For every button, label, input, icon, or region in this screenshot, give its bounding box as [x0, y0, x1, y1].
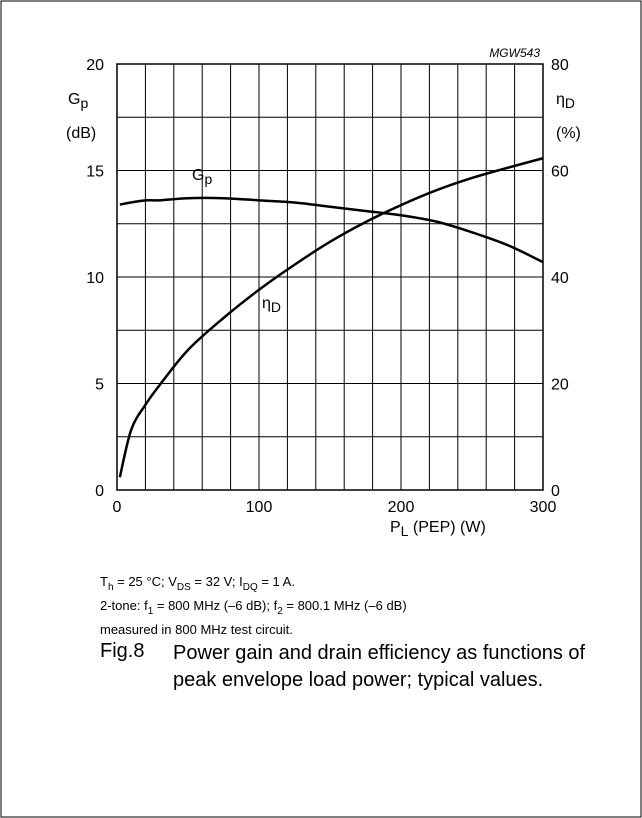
note-sub: h	[108, 582, 114, 593]
y-axis-label: Gp	[68, 91, 88, 111]
x-tick-label: 0	[113, 499, 122, 516]
note-part: T	[100, 574, 108, 589]
note-part: = 32 V; I	[191, 574, 243, 589]
note-part: = 25 °C; V	[114, 574, 178, 589]
y-tick-label: 5	[95, 377, 104, 394]
y-axis-label-sub: p	[80, 95, 88, 111]
x-tick-label: 200	[388, 499, 415, 516]
series-label-part: η	[262, 295, 271, 312]
x-axis-label: PL (PEP) (W)	[390, 519, 486, 539]
x-tick-label: 100	[246, 499, 273, 516]
caption: Power gain and drain efficiency as funct…	[173, 642, 586, 691]
series-label: ηD	[262, 295, 281, 315]
note: 2-tone: f1 = 800 MHz (–6 dB); f2 = 800.1…	[100, 598, 407, 617]
y-axis-label-part: G	[68, 91, 80, 108]
x-axis-label-part: P	[390, 519, 401, 536]
y2-tick-label: 20	[551, 377, 569, 394]
note-part: 2-tone: f	[100, 598, 148, 613]
y2-axis-label: ηD	[556, 91, 575, 111]
y-tick-label: 10	[86, 270, 104, 287]
note-sub: 1	[148, 606, 154, 617]
series-line	[118, 157, 544, 478]
y-tick-label: 20	[86, 57, 104, 74]
note: Th = 25 °C; VDS = 32 V; IDQ = 1 A.	[100, 574, 295, 593]
series-label-sub: p	[204, 171, 212, 187]
x-axis-label-part: (PEP) (W)	[408, 519, 485, 536]
y-axis-unit: (dB)	[66, 125, 96, 142]
note-part: measured in 800 MHz test circuit.	[100, 622, 293, 637]
series-line	[119, 196, 544, 264]
plot-border	[116, 63, 544, 491]
note: measured in 800 MHz test circuit.	[100, 622, 293, 637]
y2-axis-unit: (%)	[556, 125, 581, 142]
series-label: Gp	[192, 167, 212, 187]
y2-axis-label-part: η	[556, 91, 565, 108]
note-sub: DS	[177, 582, 191, 593]
note-part: = 1 A.	[258, 574, 295, 589]
y-tick-label: 15	[86, 164, 104, 181]
y-tick-label: 0	[95, 483, 104, 500]
x-axis-label-sub: L	[401, 523, 409, 539]
series-label-sub: D	[271, 299, 281, 315]
note-part: = 800 MHz (–6 dB); f	[153, 598, 277, 613]
series-label-part: G	[192, 167, 204, 184]
y2-axis-label-sub: D	[565, 95, 575, 111]
figure-number: Fig.8	[100, 640, 145, 662]
note-part: = 800.1 MHz (–6 dB)	[283, 598, 407, 613]
note-sub: DQ	[243, 582, 258, 593]
x-tick-label: 300	[530, 499, 557, 516]
figure-code: MGW543	[489, 46, 540, 60]
y2-tick-label: 80	[551, 57, 569, 74]
y2-tick-label: 40	[551, 270, 569, 287]
note-sub: 2	[277, 606, 283, 617]
y2-tick-label: 60	[551, 164, 569, 181]
y2-tick-label: 0	[551, 483, 560, 500]
